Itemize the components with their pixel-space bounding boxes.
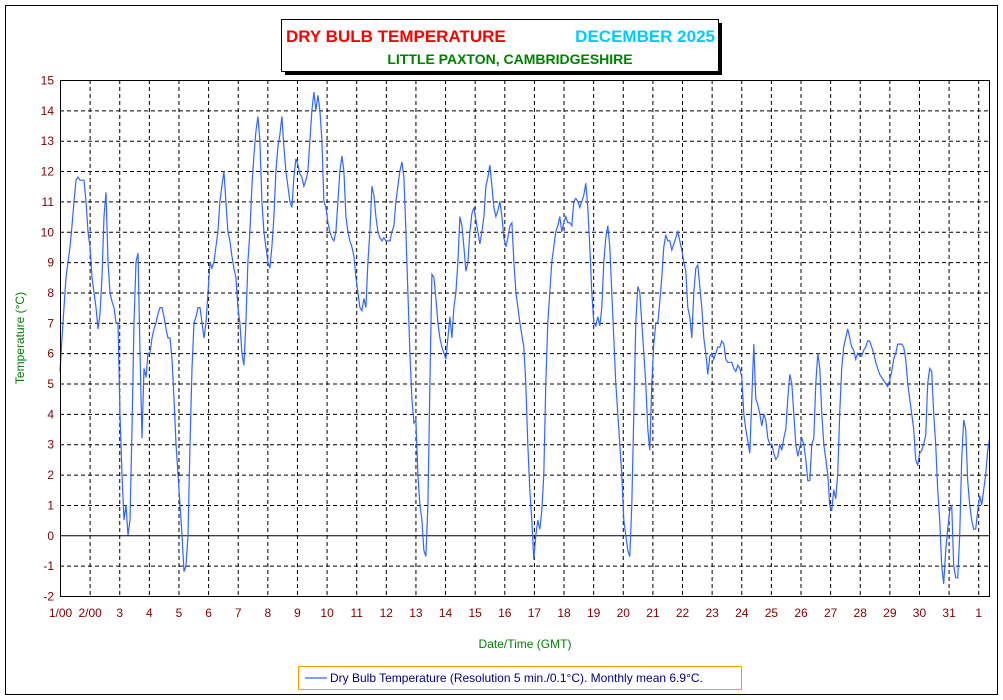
x-tick-label: 27 [824,606,838,620]
x-tick-label: 6 [205,606,212,620]
y-tick-label: 0 [47,529,54,543]
x-tick-label: 31 [942,606,956,620]
x-tick-label: 25 [765,606,779,620]
x-tick-label: 2/00 [78,606,102,620]
legend-label: Dry Bulb Temperature (Resolution 5 min./… [330,671,703,685]
x-tick-label: 17 [528,606,542,620]
y-tick-label: 3 [47,438,54,452]
x-tick-label: 23 [705,606,719,620]
y-tick-label: 14 [41,104,55,118]
series-line-dry-bulb-temperature [59,92,991,584]
x-tick-label: 4 [146,606,153,620]
x-tick-label: 14 [439,606,453,620]
y-tick-label: 12 [41,165,55,179]
x-tick-label: 21 [646,606,660,620]
y-tick-label: 9 [47,256,54,270]
y-tick-label: -1 [43,559,54,573]
y-tick-label: 10 [41,225,55,239]
y-tick-label: 2 [47,468,54,482]
x-tick-label: 9 [294,606,301,620]
y-tick-label: 15 [41,74,55,88]
x-tick-label: 29 [883,606,897,620]
x-tick-label: 11 [350,606,363,620]
x-tick-label: 13 [409,606,423,620]
chart-title-month: DECEMBER 2025 [575,27,715,46]
x-tick-label: 28 [854,606,868,620]
x-tick-label: 19 [587,606,601,620]
chart-subtitle: LITTLE PAXTON, CAMBRIDGESHIRE [387,51,632,67]
x-axis-label: Date/Time (GMT) [479,637,572,651]
x-tick-label: 12 [380,606,394,620]
x-tick-label: 26 [794,606,808,620]
y-tick-label: 11 [42,195,55,209]
x-tick-label: 10 [320,606,334,620]
y-tick-label: 5 [47,377,54,391]
x-tick-label: 15 [469,606,483,620]
x-tick-label: 24 [735,606,749,620]
y-tick-label: 1 [47,498,54,512]
x-tick-label: 3 [116,606,123,620]
y-tick-label: 6 [47,347,54,361]
y-tick-label: 7 [47,316,54,330]
title-box: DRY BULB TEMPERATURE DECEMBER 2025 LITTL… [281,19,722,75]
grid [60,80,990,596]
y-tick-label: -2 [43,590,54,604]
plot-area-border [60,80,990,597]
x-tick-label: 30 [913,606,927,620]
outer-frame [5,5,998,695]
y-tick-label: 4 [47,407,54,421]
x-axis-ticks: 1/00 2/00 3 4 5 6 7 8 9 10 11 12 13 14 15 16 17 18 19 20 21 2… [49,606,983,620]
x-tick-label: 18 [557,606,571,620]
legend: Dry Bulb Temperature (Resolution 5 min./… [298,666,742,690]
x-tick-label: 1/00 [49,606,73,620]
y-axis-label: Temperature (°C) [13,292,27,384]
y-tick-label: 13 [41,134,55,148]
x-tick-label: 8 [264,606,271,620]
x-tick-label: 22 [676,606,690,620]
y-tick-label: 8 [47,286,54,300]
x-tick-label: 16 [498,606,512,620]
x-tick-label: 20 [617,606,631,620]
x-tick-label: 7 [235,606,242,620]
chart-title: DRY BULB TEMPERATURE [286,27,506,46]
x-tick-label: 5 [176,606,183,620]
x-tick-label: 1 [975,606,982,620]
